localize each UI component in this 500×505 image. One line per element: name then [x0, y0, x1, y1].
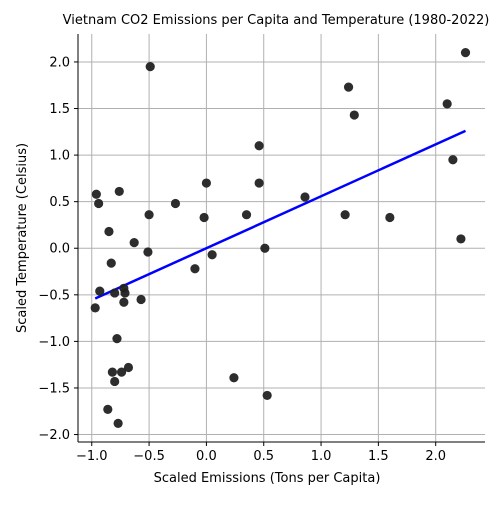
data-point: [136, 294, 146, 305]
y-tick-label: −2.0: [38, 428, 70, 443]
data-point: [106, 258, 116, 268]
data-point: [120, 288, 130, 298]
data-point: [143, 247, 153, 257]
data-point: [119, 297, 129, 307]
data-point: [91, 189, 101, 199]
data-point: [95, 286, 105, 296]
data-points: [90, 48, 471, 428]
y-tick-label: 1.5: [49, 102, 70, 117]
data-point: [112, 334, 122, 344]
data-point: [207, 250, 217, 260]
data-point: [254, 178, 264, 188]
x-tick-label: 1.0: [311, 449, 332, 464]
data-point: [94, 198, 104, 209]
data-point: [260, 243, 270, 253]
data-point: [129, 238, 139, 248]
y-tick-label: −0.5: [38, 288, 70, 303]
y-tick-label: −1.5: [38, 381, 70, 396]
data-point: [110, 288, 120, 298]
data-point: [114, 186, 124, 197]
data-point: [123, 362, 134, 373]
data-point: [340, 210, 350, 220]
x-axis-label: Scaled Emissions (Tons per Capita): [154, 471, 381, 486]
y-tick-label: 0.5: [49, 195, 70, 210]
data-point: [448, 155, 458, 165]
x-tick-label: 0.5: [253, 449, 274, 464]
data-point: [385, 212, 395, 223]
y-axis-label: Scaled Temperature (Celsius): [15, 143, 30, 333]
y-tick-label: 0.0: [49, 242, 70, 257]
axes: [77, 34, 485, 443]
data-point: [262, 390, 272, 401]
y-tick-label: 2.0: [49, 55, 70, 70]
data-point: [113, 418, 123, 428]
data-point: [460, 48, 471, 58]
data-point: [254, 141, 264, 151]
data-point: [104, 226, 114, 237]
data-point: [190, 264, 200, 274]
x-tick-label: 1.5: [368, 449, 389, 464]
data-point: [107, 367, 117, 377]
data-point: [241, 210, 252, 220]
x-tick-label: 0.0: [196, 449, 217, 464]
data-point: [456, 234, 466, 244]
data-point: [110, 376, 120, 387]
data-point: [201, 178, 212, 188]
chart-title: Vietnam CO2 Emissions per Capita and Tem…: [63, 13, 490, 28]
data-point: [229, 373, 239, 383]
regression-line-layer: [94, 129, 467, 300]
data-point: [349, 110, 359, 120]
data-point: [103, 404, 113, 414]
data-point: [300, 192, 310, 202]
y-axis-ticks: −2.0 −1.5 −1.0 −0.5 0.0 0.5 1.0 1.5 2.0: [38, 55, 78, 443]
data-point: [90, 303, 100, 313]
x-axis-ticks: −1.0 −0.5 0.0 0.5 1.0 1.5 2.0: [76, 442, 446, 464]
data-point: [199, 212, 209, 223]
y-tick-label: −1.0: [38, 335, 70, 350]
x-tick-label: 2.0: [425, 449, 446, 464]
data-point: [144, 210, 154, 220]
data-point: [170, 198, 181, 209]
data-point: [116, 367, 127, 377]
data-point: [145, 62, 155, 72]
regression-line: [94, 129, 467, 300]
y-tick-label: 1.0: [49, 149, 70, 164]
data-point: [442, 99, 452, 109]
data-point: [343, 82, 354, 92]
x-tick-label: −0.5: [133, 449, 165, 464]
x-tick-label: −1.0: [76, 449, 108, 464]
